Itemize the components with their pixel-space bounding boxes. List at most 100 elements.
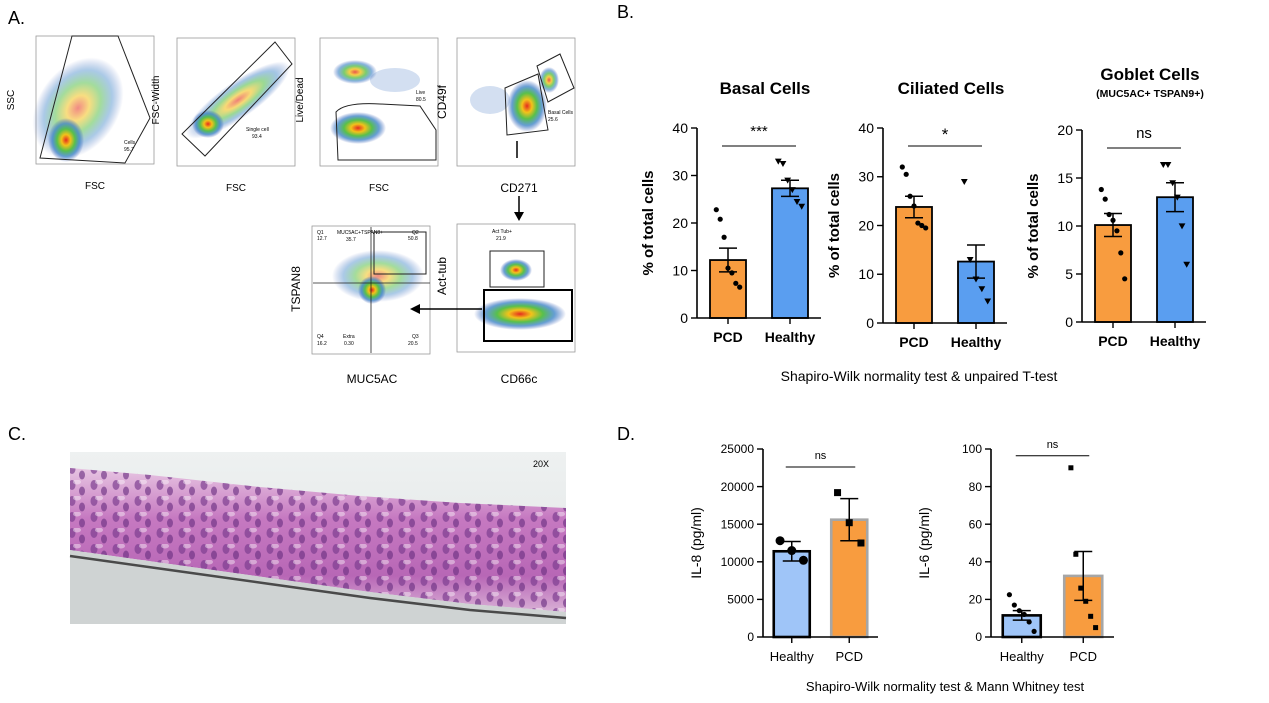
y-tick-label: 40: [969, 555, 983, 569]
y-tick-label: 0: [975, 630, 982, 644]
flow-plot-5-gate-value: 21.9: [496, 236, 506, 242]
panel-label-d: D.: [617, 424, 635, 444]
quadrant-q3-value: 20.5: [408, 341, 418, 347]
flow-plot-6-xlabel: MUC5AC: [347, 372, 398, 386]
data-point: [1102, 196, 1108, 202]
flow-plot-5-gate-name: Act Tub+: [492, 229, 512, 235]
category-label: PCD: [713, 329, 743, 345]
data-point: [960, 179, 968, 186]
data-point: [923, 225, 929, 231]
y-tick-label: 20: [672, 215, 688, 231]
data-point: [798, 555, 808, 565]
flow-plot-2: Single cell 93.4 FSC FSC-Width: [151, 37, 296, 194]
chart-goblet-cells: Goblet Cells (MUC5AC+ TSPAN9+) 0 5 10 15 20 PCD…: [1025, 65, 1206, 349]
y-axis-label: % of total cells: [1025, 173, 1042, 278]
flow-plot-4-xlabel: CD271: [500, 181, 538, 195]
data-point: [798, 203, 806, 210]
single-cell-gate: [181, 41, 293, 157]
data-point: [899, 164, 905, 170]
significance-label: *: [942, 125, 949, 144]
section-b-note: Shapiro-Wilk normality test & unpaired T…: [781, 368, 1058, 384]
y-axis-label: IL-6 (pg/ml): [916, 507, 932, 579]
data-point: [1011, 602, 1017, 608]
significance-label: ns: [1136, 125, 1152, 142]
category-label: Healthy: [951, 334, 1002, 350]
quadrant-q1-value: 12.7: [317, 236, 327, 242]
significance-label: ***: [750, 123, 768, 140]
flow-plot-1: Cells 95.7 FSC SSC: [6, 35, 155, 192]
quadrant-extra-label: Extra: [343, 334, 355, 340]
chart-title: Goblet Cells: [1100, 65, 1199, 84]
flow-plot-6-gate-name: MUC5AC+TSPAN8+: [337, 230, 383, 236]
quadrant-extra-value: 0.30: [344, 341, 354, 347]
data-point: [978, 286, 986, 293]
data-point: [1114, 228, 1120, 234]
chart-title: Basal Cells: [720, 79, 811, 98]
category-label: PCD: [836, 649, 863, 664]
y-tick-label: 20: [858, 217, 874, 233]
flow-plot-1-gate-name: Cells: [124, 140, 136, 146]
data-point: [713, 207, 719, 213]
y-axis-label: IL-8 (pg/ml): [688, 507, 704, 579]
data-point: [1159, 161, 1167, 168]
data-point: [834, 489, 842, 497]
y-tick-label: 20: [969, 593, 983, 607]
chart-il8: 0 5000 10000 15000 20000 25000 Healthy PCD IL-8 …: [688, 442, 878, 664]
data-point: [1078, 585, 1084, 591]
quadrant-q2-label: Q2: [412, 230, 419, 236]
data-point: [729, 270, 735, 276]
y-tick-label: 40: [672, 120, 688, 136]
flow-plot-2-gate-name: Single cell: [246, 127, 269, 133]
flow-plot-6-gate-value: 35.7: [346, 237, 356, 243]
category-label: PCD: [1098, 333, 1128, 349]
y-tick-label: 25000: [721, 442, 755, 456]
chart-subtitle: (MUC5AC+ TSPAN9+): [1096, 88, 1204, 100]
data-point: [717, 216, 723, 222]
data-point: [1021, 611, 1027, 618]
flow-plot-6: Q1 12.7 MUC5AC+TSPAN8+ 35.7 Q2 50.8 Q4 1…: [289, 225, 431, 386]
section-d-note: Shapiro-Wilk normality test & Mann Whitn…: [806, 679, 1085, 694]
y-tick-label: 0: [866, 315, 874, 331]
bar-pcd: [1094, 224, 1132, 323]
panel-label-a: A.: [8, 8, 25, 28]
data-point: [737, 284, 743, 290]
data-point: [1088, 613, 1094, 619]
data-point: [1098, 186, 1104, 193]
flow-plot-1-ylabel: SSC: [6, 90, 17, 111]
flow-plot-2-ylabel: FSC-Width: [151, 76, 162, 125]
bar-pcd: [895, 206, 933, 324]
quadrant-q2-value: 50.8: [408, 236, 418, 242]
quadrant-q4-value: 16.2: [317, 341, 327, 347]
y-tick-label: 100: [962, 442, 982, 456]
y-tick-label: 10: [672, 262, 688, 278]
data-point: [793, 199, 801, 206]
y-axis-label: % of total cells: [826, 173, 843, 278]
flow-plot-3-gate-name: Live: [416, 90, 425, 96]
y-tick-label: 5000: [727, 593, 754, 607]
data-point: [779, 161, 787, 168]
category-label: Healthy: [770, 649, 815, 664]
data-point: [903, 171, 909, 177]
data-point: [1178, 223, 1186, 230]
chart-basal-cells: Basal Cells 0 10 20 30 40 PCD Healthy % of total…: [640, 79, 821, 345]
y-tick-label: 10: [1057, 218, 1073, 234]
y-tick-label: 80: [969, 480, 983, 494]
basal-cells-gate: [504, 73, 549, 136]
flow-plot-4: Basal Cells 25.6 CD271 CD49f: [435, 37, 576, 195]
bar-healthy: [771, 187, 809, 319]
flow-plot-2-xlabel: FSC: [226, 183, 246, 194]
data-point: [1183, 261, 1191, 268]
y-tick-label: 20000: [721, 480, 755, 494]
data-point: [1083, 598, 1089, 604]
data-point: [1106, 211, 1112, 218]
flow-plot-5: Act Tub+ 21.9 CD66c Act-tub: [435, 223, 576, 386]
flow-plot-5-xlabel: CD66c: [501, 372, 538, 386]
flow-plot-4-gate-value: 25.6: [548, 117, 558, 123]
live-gate: [335, 103, 437, 161]
data-point: [966, 257, 974, 264]
data-point: [1006, 592, 1013, 598]
data-point: [733, 280, 739, 286]
data-point: [1122, 276, 1128, 282]
quadrant-q3-label: Q3: [412, 334, 419, 340]
